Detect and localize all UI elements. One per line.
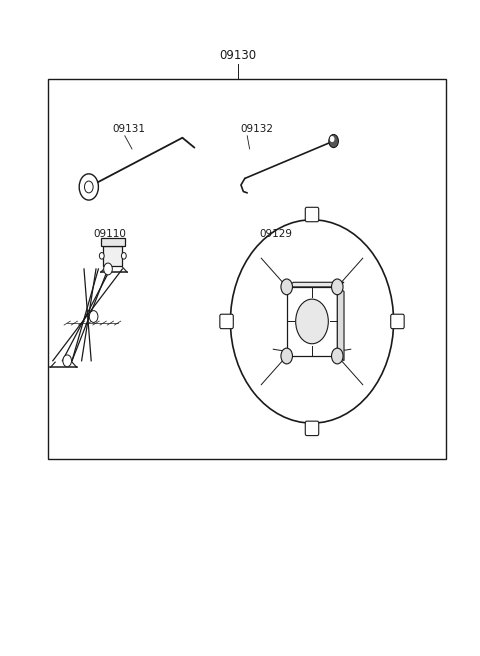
Circle shape [330,136,334,142]
Circle shape [281,348,292,364]
Circle shape [332,348,343,364]
Text: 09129: 09129 [259,230,292,239]
Circle shape [296,299,328,344]
FancyBboxPatch shape [220,314,233,329]
Circle shape [332,279,343,295]
Ellipse shape [230,220,394,423]
Circle shape [329,134,338,148]
Bar [287,287,337,356]
Circle shape [99,253,104,259]
Bar [48,79,446,459]
Bar [101,238,125,246]
FancyBboxPatch shape [305,421,319,436]
Circle shape [84,181,93,193]
Circle shape [63,355,72,367]
Text: 09132: 09132 [240,125,273,134]
Text: 09131: 09131 [113,125,146,134]
Polygon shape [337,287,344,361]
FancyBboxPatch shape [391,314,404,329]
Circle shape [104,263,112,275]
Circle shape [79,174,98,200]
Text: 09130: 09130 [219,49,256,62]
Circle shape [281,279,292,295]
FancyBboxPatch shape [305,207,319,222]
Text: 09110: 09110 [94,230,126,239]
Polygon shape [287,282,344,287]
Circle shape [121,253,126,259]
Bar [103,246,122,266]
Circle shape [89,310,98,323]
